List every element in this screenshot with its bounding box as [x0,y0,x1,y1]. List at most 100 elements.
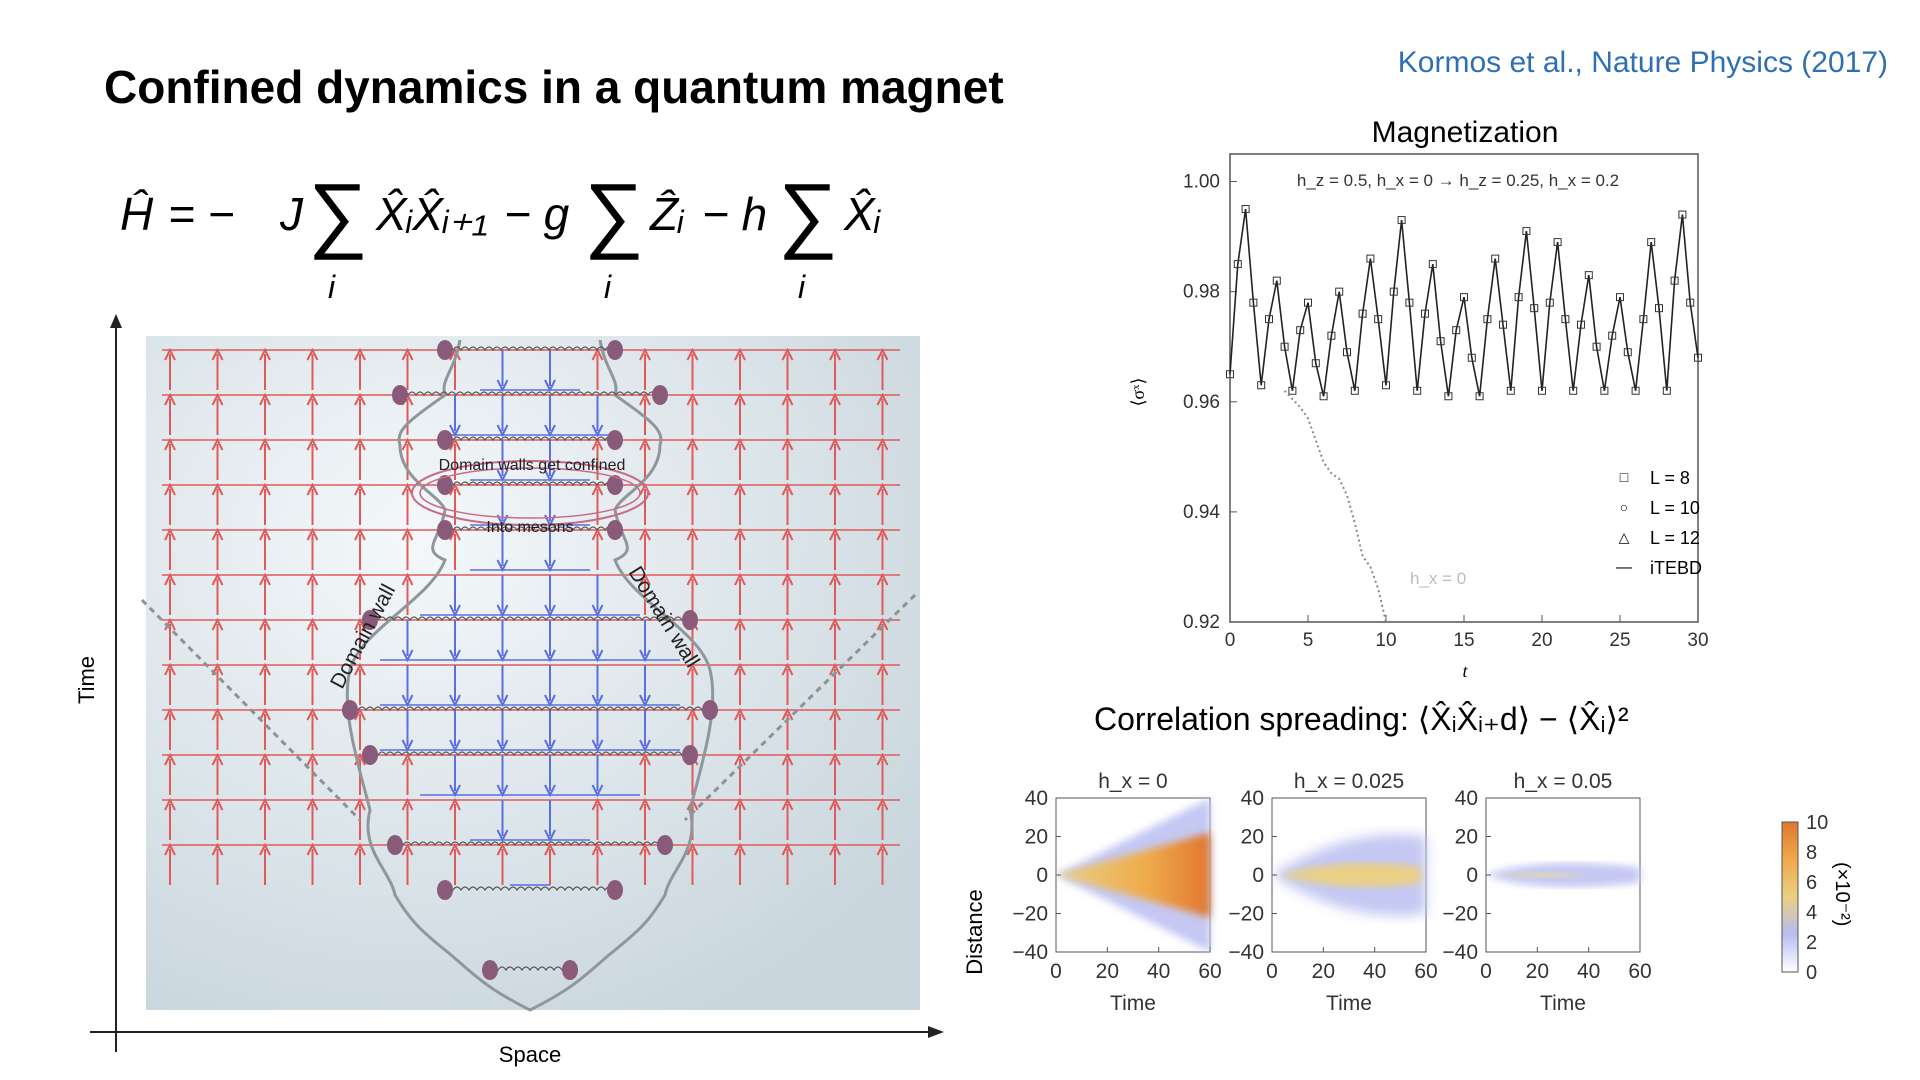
up-arrowhead [781,752,794,766]
up-arrowhead [876,527,889,541]
up-arrowhead [354,707,366,721]
up-arrowhead [781,842,794,856]
up-arrowhead [829,707,841,721]
marker-L8 [1561,315,1570,324]
heatmap-xtick-label: 0 [1050,960,1062,983]
marker-L8 [1444,392,1453,401]
marker-L8 [1584,271,1593,280]
magnetization-chart: Magnetization h_z = 0.5, h_x = 0 → h_z =… [1128,116,1709,681]
particle [607,340,623,360]
marker-L8 [1397,216,1406,225]
heatmap-group: h_x = 0 0 20 40 60 40 20 0 −20 −40 Time h_x = 0.025… [1012,770,1651,1015]
marker-L8 [1421,309,1429,318]
spring [399,391,657,397]
up-arrowhead [211,842,224,856]
marker-L8 [1335,287,1344,296]
up-arrowhead [781,347,794,361]
marker-L8 [1569,386,1578,395]
marker-L8 [1545,298,1554,307]
marker-L8 [1374,315,1383,324]
heatmap-ytick-label: −20 [1442,903,1478,926]
up-arrowhead [259,752,271,766]
marker-L8 [1678,210,1687,219]
up-arrowhead [401,482,414,496]
heatmap-xtick-label: 20 [1096,960,1119,983]
mag-hx0-label: h_x = 0 [1410,569,1466,588]
up-arrowhead [734,347,746,361]
marker-L8 [1436,337,1445,346]
marker-L8 [1343,348,1351,357]
mag-frame [1229,153,1699,623]
marker-L8 [1288,386,1297,395]
heatmap-xlabel: Time [1540,992,1586,1015]
heatmap-ytick-label: 0 [1252,864,1264,887]
up-arrowhead [781,482,794,496]
particle [437,430,453,450]
heatmap-xtick-label: 40 [1577,960,1600,983]
marker-L8 [1311,359,1320,368]
up-arrowhead [164,662,176,676]
mag-ytick-label: 0.94 [1183,502,1220,523]
heatmap-xtick-label: 20 [1526,960,1549,983]
x-axis-label: Space [499,1042,561,1067]
marker-L8 [1538,386,1546,395]
label-mesons: Into mesons [486,519,573,536]
up-arrowhead [449,527,461,541]
up-arrowhead [449,482,461,496]
up-arrowhead [401,437,414,451]
marker-L8 [1249,298,1258,307]
meson-ellipse-outer [411,460,649,526]
marker-L8 [1530,304,1539,313]
eq-term-1: X̂ᵢX̂ᵢ₊₁ [375,188,488,240]
particle [607,430,623,450]
slide-title: Confined dynamics in a quantum magnet [104,61,1004,113]
legend-symbol-2: △ [1619,529,1630,545]
mag-ytick-label: 0.98 [1183,282,1220,303]
up-arrowhead [829,617,841,631]
up-arrowhead [876,662,889,676]
eq-sum-3-index: i [798,269,806,305]
particle [482,960,498,980]
up-arrowhead [781,797,794,811]
spring [394,841,660,847]
eq-sum-1: ∑ [308,170,368,260]
up-arrowhead [164,842,176,856]
legend-symbol-3: — [1616,559,1632,576]
up-arrowhead [354,842,366,856]
heatmap-xtick-label: 20 [1312,960,1335,983]
up-arrowhead [211,572,224,586]
colorbar-tick-label: 2 [1806,932,1817,954]
marker-L8 [1296,326,1305,335]
up-arrowhead [259,797,271,811]
up-arrowhead [354,572,366,586]
marker-L8 [1350,386,1359,395]
up-arrowhead [734,482,746,496]
up-arrowhead [401,797,414,811]
heatmap-ytick-label: −40 [1442,941,1478,964]
particle [362,745,378,765]
mag-xlabel: t [1462,661,1468,681]
colorbar-tick-label: 8 [1806,842,1817,864]
mag-ytick-label: 0.96 [1183,392,1220,413]
up-arrowhead [306,392,319,406]
label-confined: Domain walls get confined [439,457,626,474]
up-arrowhead [829,527,841,541]
heatmap-ytick-label: 40 [1455,787,1478,810]
particle [657,835,673,855]
eq-sum-2-index: i [604,269,612,305]
up-arrowhead [734,752,746,766]
up-arrowhead [306,527,319,541]
heatmap-xlabel: Time [1110,992,1156,1015]
mag-series [1226,205,1702,623]
up-arrowhead [306,797,319,811]
up-arrowhead [449,842,461,856]
up-arrowhead [259,347,271,361]
up-arrowhead [164,392,176,406]
up-arrowhead [211,752,224,766]
up-arrowhead [211,347,224,361]
legend-symbol-0: □ [1620,469,1629,485]
legend-symbol-1: ○ [1620,499,1628,515]
up-arrowhead [734,797,746,811]
heatmap-ytick-label: −20 [1228,903,1264,926]
mag-xtick-label: 30 [1687,630,1708,651]
